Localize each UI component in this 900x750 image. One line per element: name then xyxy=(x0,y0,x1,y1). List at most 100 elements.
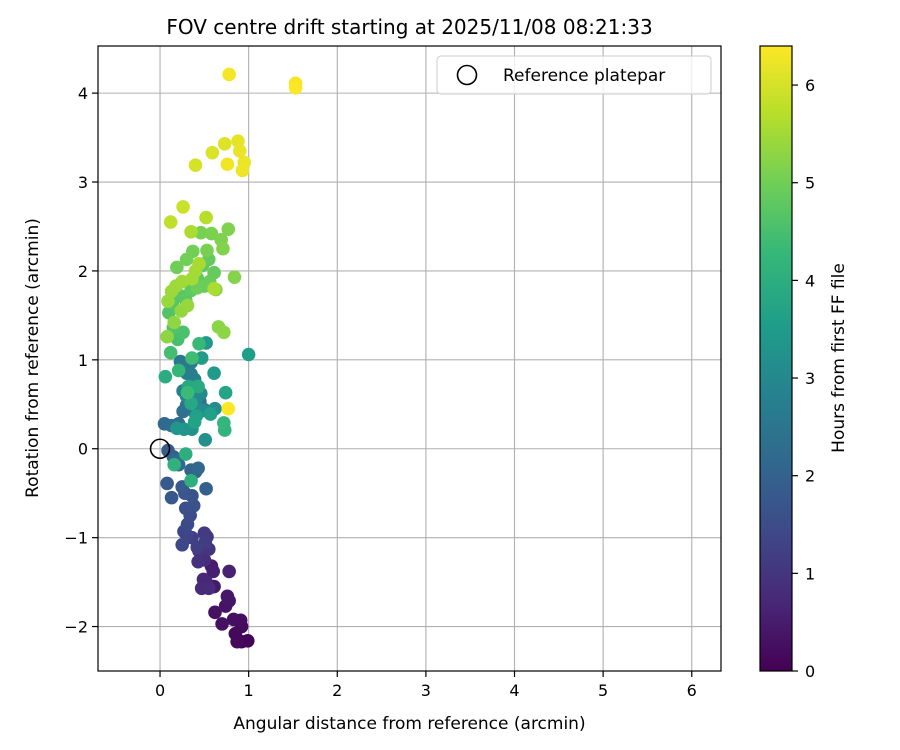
data-point xyxy=(178,447,193,461)
chart-title: FOV centre drift starting at 2025/11/08 … xyxy=(166,15,652,39)
y-tick-label: 1 xyxy=(78,351,88,370)
scatter-points xyxy=(157,67,303,649)
data-point xyxy=(180,385,195,400)
x-tick-label: 4 xyxy=(509,681,519,700)
data-point xyxy=(221,222,236,236)
data-point xyxy=(201,581,216,596)
data-point xyxy=(207,281,221,296)
y-axis-ticks: −2 −1 0 1 2 3 4 xyxy=(64,84,98,637)
colorbar-ticks: 0 1 2 3 4 5 6 xyxy=(792,76,815,681)
data-point xyxy=(163,215,178,229)
data-point xyxy=(184,225,198,239)
colorbar-tick-label: 3 xyxy=(805,369,815,388)
data-point xyxy=(227,270,242,284)
y-tick-label: 0 xyxy=(78,440,88,459)
data-point xyxy=(192,257,206,271)
data-point xyxy=(200,243,214,258)
y-tick-label: −2 xyxy=(64,618,88,637)
data-point xyxy=(220,589,235,604)
x-axis-ticks: 0 1 2 3 4 5 6 xyxy=(155,671,697,700)
reference-marker-group xyxy=(149,438,171,460)
colorbar-tick-label: 4 xyxy=(805,271,815,290)
colorbar-tick-label: 0 xyxy=(805,662,815,681)
data-point xyxy=(160,329,174,344)
x-tick-label: 3 xyxy=(421,681,431,700)
data-point xyxy=(203,407,218,421)
data-point xyxy=(221,401,236,416)
data-point xyxy=(199,210,213,225)
colorbar-bar xyxy=(759,45,793,672)
data-point xyxy=(158,369,173,384)
data-point xyxy=(185,351,199,365)
legend: Reference platepar xyxy=(436,55,712,95)
y-tick-label: 3 xyxy=(78,173,88,192)
legend-marker-icon xyxy=(456,64,478,86)
data-point xyxy=(222,564,236,579)
y-axis-label: Rotation from reference (arcmin) xyxy=(23,218,43,498)
data-point xyxy=(217,325,231,340)
legend-label: Reference platepar xyxy=(503,66,665,86)
data-point xyxy=(217,416,231,430)
data-point xyxy=(163,345,178,360)
data-point xyxy=(170,421,184,436)
data-point xyxy=(175,537,189,552)
x-tick-label: 2 xyxy=(332,681,342,700)
plot-frame xyxy=(97,45,722,672)
data-point xyxy=(288,80,303,95)
data-point xyxy=(194,351,209,365)
data-point xyxy=(167,315,182,330)
data-point xyxy=(207,366,221,380)
data-point xyxy=(188,158,203,172)
data-point xyxy=(192,337,206,351)
data-point xyxy=(160,476,174,491)
data-point xyxy=(205,145,220,160)
data-point xyxy=(206,564,221,579)
data-point xyxy=(167,457,182,472)
data-point xyxy=(216,241,230,256)
data-point xyxy=(241,347,256,362)
data-point xyxy=(226,612,241,627)
colorbar-tick-label: 1 xyxy=(805,564,815,583)
data-point xyxy=(184,396,198,411)
colorbar-tick-label: 6 xyxy=(805,76,815,95)
reference-platepar-marker xyxy=(149,438,171,460)
data-point xyxy=(235,163,250,178)
data-point xyxy=(191,461,205,476)
legend-box xyxy=(436,55,712,95)
data-point xyxy=(191,554,205,569)
data-point xyxy=(215,617,229,631)
y-tick-label: 4 xyxy=(78,84,88,103)
data-point xyxy=(171,363,186,378)
data-point xyxy=(217,136,232,151)
colorbar: 0 1 2 3 4 5 6 Hours from first FF file xyxy=(759,45,849,681)
data-point xyxy=(187,415,202,429)
data-point xyxy=(220,157,235,172)
data-point xyxy=(204,226,219,241)
data-point xyxy=(184,473,198,488)
y-tick-label: 2 xyxy=(78,262,88,281)
data-point xyxy=(176,200,190,214)
data-point xyxy=(240,633,255,648)
data-point xyxy=(199,481,213,496)
data-point xyxy=(191,379,205,394)
data-point xyxy=(222,67,236,82)
data-point xyxy=(186,244,200,259)
x-tick-label: 6 xyxy=(687,681,697,700)
data-point xyxy=(180,298,195,313)
colorbar-tick-label: 2 xyxy=(805,467,815,486)
data-point xyxy=(232,144,247,158)
colorbar-tick-label: 5 xyxy=(805,174,815,193)
x-axis-label: Angular distance from reference (arcmin) xyxy=(233,714,585,734)
data-point xyxy=(193,225,208,240)
data-point xyxy=(170,260,184,275)
data-point xyxy=(164,490,179,505)
x-tick-label: 5 xyxy=(598,681,608,700)
data-point xyxy=(218,385,233,400)
x-tick-label: 1 xyxy=(244,681,254,700)
data-point xyxy=(198,433,213,447)
x-tick-label: 0 xyxy=(155,681,165,700)
y-tick-label: −1 xyxy=(64,529,88,548)
data-point xyxy=(208,605,222,620)
colorbar-label: Hours from first FF file xyxy=(829,263,849,453)
